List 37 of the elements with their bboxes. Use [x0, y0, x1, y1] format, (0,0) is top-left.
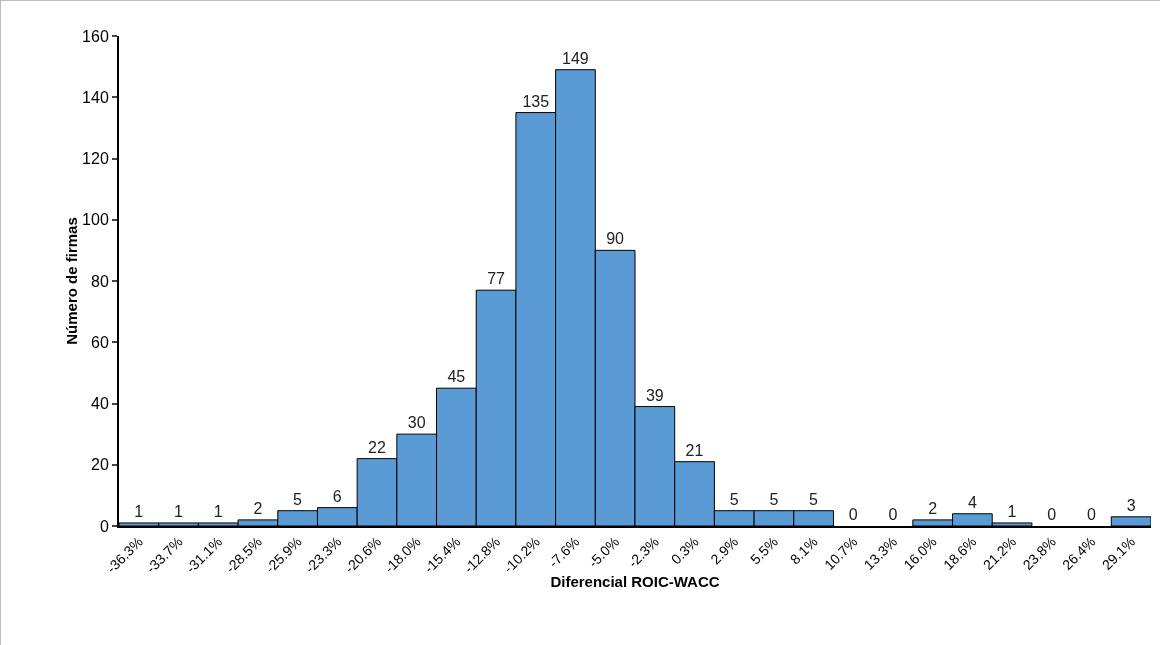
- data-label: 22: [368, 438, 386, 456]
- x-axis-title: Diferencial ROIC-WACC: [550, 572, 720, 590]
- data-label: 90: [606, 230, 625, 248]
- data-label: 5: [729, 490, 739, 508]
- data-label: 135: [522, 92, 550, 110]
- data-label: 1: [134, 502, 144, 520]
- y-tick-label: 0: [99, 517, 109, 535]
- data-label: 45: [447, 368, 466, 386]
- y-tick-label: 140: [82, 88, 109, 106]
- y-tick-label: 80: [91, 272, 109, 290]
- data-label: 5: [769, 490, 779, 508]
- y-tick-label: 60: [91, 333, 109, 351]
- y-tick-label: 20: [91, 456, 109, 474]
- data-label: 0: [1047, 506, 1057, 523]
- data-label: 1: [213, 502, 223, 520]
- data-label: 0: [1086, 506, 1096, 523]
- y-tick-label: 120: [82, 150, 109, 168]
- data-label: 5: [293, 490, 303, 508]
- data-label: 21: [685, 441, 704, 459]
- data-label: 77: [487, 270, 506, 288]
- data-label: 2: [253, 499, 263, 517]
- data-label: 5: [809, 490, 819, 508]
- data-label: 30: [407, 414, 426, 432]
- data-label: 6: [332, 487, 342, 505]
- data-label: 4: [967, 493, 977, 511]
- y-axis-title: Número de firmas: [63, 217, 81, 345]
- y-tick-label: 160: [82, 27, 109, 45]
- data-label: 3: [1126, 496, 1136, 514]
- data-label: 1: [1007, 502, 1017, 520]
- data-label: 149: [562, 49, 589, 67]
- y-tick-label: 40: [91, 395, 109, 413]
- data-label: 0: [888, 506, 898, 523]
- data-label: 2: [928, 499, 938, 517]
- data-label: 0: [848, 506, 858, 523]
- data-label: 39: [645, 386, 664, 404]
- data-label: 1: [174, 502, 184, 520]
- y-tick-label: 100: [82, 211, 109, 229]
